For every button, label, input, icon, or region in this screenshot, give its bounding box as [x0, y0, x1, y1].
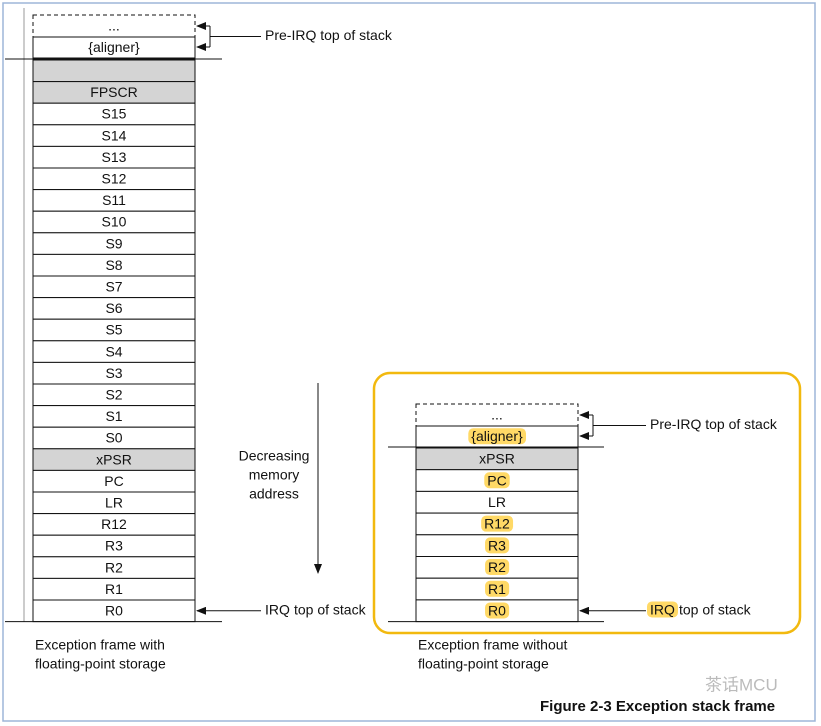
cell-label: R2 — [105, 559, 123, 575]
arrow-label: memory — [249, 467, 300, 483]
caption: floating-point storage — [35, 655, 166, 671]
pre-irq-label: Pre-IRQ top of stack — [265, 27, 393, 43]
cell-label: R12 — [101, 516, 127, 532]
cell-label: S1 — [105, 408, 122, 424]
irq-label: top of stack — [679, 601, 752, 617]
cell-label: S3 — [105, 365, 122, 381]
cell-label: R1 — [488, 581, 506, 597]
text-highlight — [647, 601, 678, 618]
cell-label: S15 — [102, 106, 127, 122]
cell-label: S6 — [105, 300, 122, 316]
cell-label: R1 — [105, 581, 123, 597]
text-highlight — [485, 602, 510, 619]
irq-label: IRQ — [265, 602, 290, 618]
cell-label: {aligner} — [471, 428, 523, 444]
stack-cell — [32, 14, 196, 38]
arrow-label: Decreasing — [239, 448, 310, 464]
cell-label: S11 — [102, 192, 126, 208]
cell-label: LR — [105, 495, 123, 511]
cell-label: xPSR — [479, 451, 515, 467]
cell-label: R12 — [484, 516, 510, 532]
cell-label: S10 — [102, 214, 127, 230]
cell-label: S4 — [105, 343, 122, 359]
irq-label: top of stack — [294, 602, 367, 618]
figure-title: Figure 2-3 Exception stack frame — [540, 698, 775, 715]
cell-label: R0 — [488, 602, 506, 618]
text-highlight — [481, 515, 514, 532]
cell-label: S9 — [105, 235, 122, 251]
cell-label: FPSCR — [90, 84, 137, 100]
cell-label: S0 — [105, 430, 122, 446]
cell-label: LR — [488, 494, 506, 510]
cell-label: xPSR — [96, 451, 132, 467]
text-highlight — [484, 472, 510, 489]
text-highlight — [485, 580, 510, 597]
cell-label: S8 — [105, 257, 122, 273]
stack-cell — [32, 36, 196, 59]
cell-label: S7 — [105, 279, 122, 295]
stack-cell — [32, 59, 196, 83]
caption: Exception frame without — [418, 636, 568, 652]
cell-label: R0 — [105, 603, 123, 619]
cell-label: S2 — [105, 387, 122, 403]
caption: Exception frame with — [35, 636, 165, 652]
cell-label: S5 — [105, 322, 122, 338]
cell-label: ... — [491, 407, 503, 423]
cell-label: ... — [108, 18, 120, 34]
text-highlight — [485, 559, 510, 576]
text-highlight — [485, 537, 510, 554]
pre-irq-label: Pre-IRQ top of stack — [650, 416, 778, 432]
watermark: 茶话MCU — [705, 675, 778, 694]
irq-label: IRQ — [650, 601, 675, 617]
cell-label: {aligner} — [88, 39, 140, 55]
text-highlight — [468, 428, 527, 445]
cell-label: S14 — [102, 127, 127, 143]
cell-label: R3 — [488, 537, 506, 553]
stack-cell — [415, 403, 579, 427]
cell-label: PC — [104, 473, 123, 489]
cell-label: R2 — [488, 559, 506, 575]
cell-label: PC — [487, 472, 506, 488]
cell-label: S13 — [102, 149, 127, 165]
highlight-box — [372, 371, 802, 635]
cell-label: R3 — [105, 538, 123, 554]
caption: floating-point storage — [418, 655, 549, 671]
arrow-label: address — [249, 486, 299, 502]
cell-label: S12 — [102, 171, 127, 187]
